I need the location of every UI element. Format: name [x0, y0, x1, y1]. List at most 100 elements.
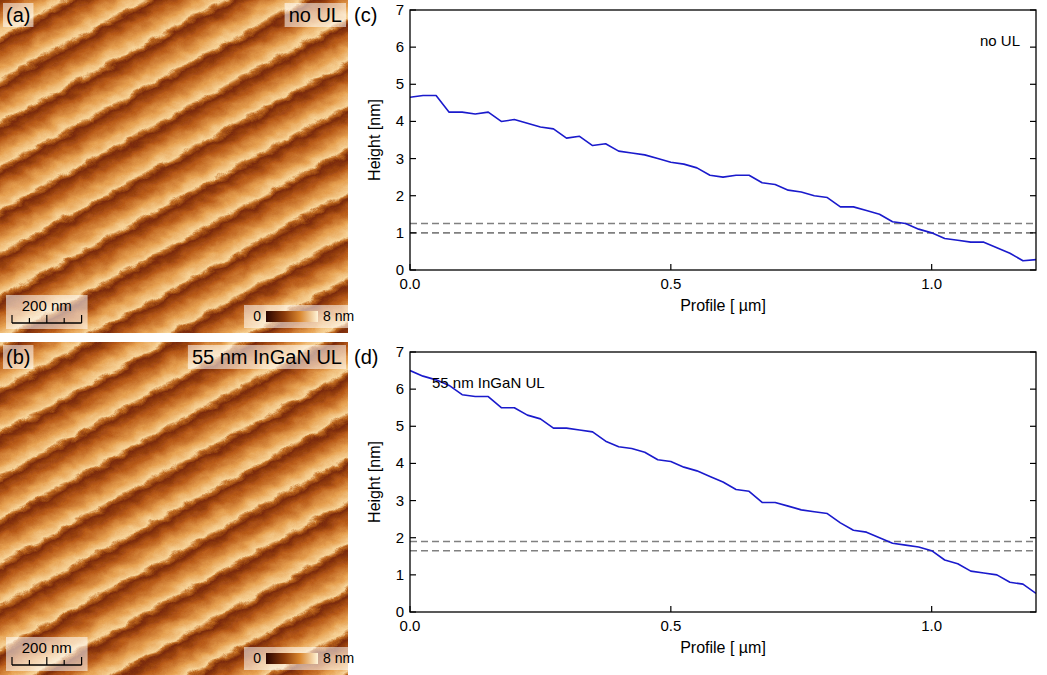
line-panel: 012345670.00.51.0Profile [ µm]Height [nm…: [354, 1, 1036, 314]
reference-line: [410, 550, 1036, 552]
panel-title: no UL: [289, 4, 342, 26]
y-tick-label: 1: [396, 224, 404, 241]
y-tick: [1030, 47, 1036, 48]
colorbar-tick-label: 8 nm: [323, 650, 354, 666]
afm-image: [0, 0, 348, 333]
x-tick-label: 1.0: [921, 275, 942, 292]
afm-panel: (b)55 nm InGaN UL200 nm08 nm: [0, 322, 379, 675]
y-tick-label: 1: [396, 566, 404, 583]
y-tick: [1030, 9, 1036, 10]
y-tick: [410, 463, 416, 464]
scalebar-label: 200 nm: [22, 297, 72, 314]
colorbar-tick-label: 0: [253, 308, 261, 324]
y-tick-label: 5: [396, 75, 404, 92]
afm-image: [0, 342, 348, 675]
scalebar-tick: [46, 657, 47, 665]
y-tick-label: 7: [396, 343, 404, 360]
y-tick: [1030, 195, 1036, 196]
colorbar: [266, 653, 318, 664]
y-tick-label: 2: [396, 529, 404, 546]
x-tick: [409, 606, 410, 612]
scalebar-tick: [64, 660, 65, 665]
y-tick: [1030, 537, 1036, 538]
y-tick: [1030, 611, 1036, 612]
y-tick-label: 3: [396, 150, 404, 167]
y-tick: [410, 389, 416, 390]
scalebar-tick: [81, 315, 82, 323]
y-tick: [410, 611, 416, 612]
y-tick: [1030, 269, 1036, 270]
y-tick: [410, 537, 416, 538]
reference-line: [410, 223, 1036, 225]
y-tick-label: 2: [396, 187, 404, 204]
y-tick: [410, 351, 416, 352]
x-tick-label: 0.0: [400, 275, 421, 292]
y-tick: [410, 121, 416, 122]
y-tick: [410, 500, 416, 501]
colorbar-patch: [244, 305, 378, 328]
y-tick-label: 3: [396, 492, 404, 509]
colorbar-tick-label: 0: [253, 650, 261, 666]
y-tick: [1030, 351, 1036, 352]
scalebar-tick: [29, 318, 30, 323]
x-tick: [409, 264, 410, 270]
x-tick-label: 1.0: [921, 617, 942, 634]
colorbar-tick-label: 8 nm: [323, 308, 354, 324]
plot-frame: [410, 352, 1036, 612]
y-tick: [1030, 121, 1036, 122]
label-patch: [188, 345, 346, 369]
profile-line: [410, 371, 1036, 594]
y-tick: [1030, 574, 1036, 575]
reference-line: [410, 541, 1036, 543]
plot-area: [410, 371, 1036, 594]
x-tick-label: 0.0: [400, 617, 421, 634]
panel-label: (b): [6, 346, 30, 368]
x-axis-title: Profile [ µm]: [680, 639, 766, 656]
y-tick-label: 7: [396, 1, 404, 18]
y-tick-label: 6: [396, 380, 404, 397]
scalebar-tick: [64, 318, 65, 323]
y-tick: [410, 9, 416, 10]
y-tick: [1030, 158, 1036, 159]
y-tick: [410, 47, 416, 48]
colorbar: [266, 311, 318, 322]
y-tick: [410, 426, 416, 427]
y-tick-label: 5: [396, 417, 404, 434]
panel-label: (d): [354, 346, 378, 368]
x-tick-label: 0.5: [660, 275, 681, 292]
y-tick-label: 6: [396, 38, 404, 55]
scalebar-tick: [81, 657, 82, 665]
reference-line: [410, 232, 1036, 234]
y-tick: [1030, 426, 1036, 427]
y-tick: [1030, 84, 1036, 85]
x-tick: [931, 264, 932, 270]
y-tick-label: 4: [396, 454, 404, 471]
figure: (a)no UL200 nm08 nm(b)55 nm InGaN UL200 …: [0, 0, 1047, 675]
y-tick: [410, 195, 416, 196]
annotation: no UL: [980, 32, 1020, 49]
label-patch: [285, 3, 346, 27]
scalebar-patch: [6, 637, 88, 671]
scalebar-tick: [11, 657, 12, 665]
annotation: 55 nm InGaN UL: [432, 374, 545, 391]
y-tick: [410, 232, 416, 233]
y-tick: [410, 84, 416, 85]
scalebar-tick: [11, 315, 12, 323]
panel-label: (a): [6, 4, 30, 26]
y-tick: [1030, 463, 1036, 464]
afm-texture: [0, 0, 348, 333]
plot-area: [410, 95, 1036, 260]
y-tick: [410, 574, 416, 575]
scalebar-tick: [46, 315, 47, 323]
y-tick: [1030, 389, 1036, 390]
profile-line: [410, 95, 1036, 260]
afm-texture: [0, 342, 348, 675]
line-panel: 012345670.00.51.0Profile [ µm]Height [nm…: [354, 343, 1036, 656]
x-tick: [931, 606, 932, 612]
colorbar-patch: [244, 647, 378, 670]
plot-frame: [410, 10, 1036, 270]
label-patch: [3, 3, 33, 27]
y-tick: [410, 158, 416, 159]
y-tick: [410, 269, 416, 270]
y-tick: [1030, 500, 1036, 501]
